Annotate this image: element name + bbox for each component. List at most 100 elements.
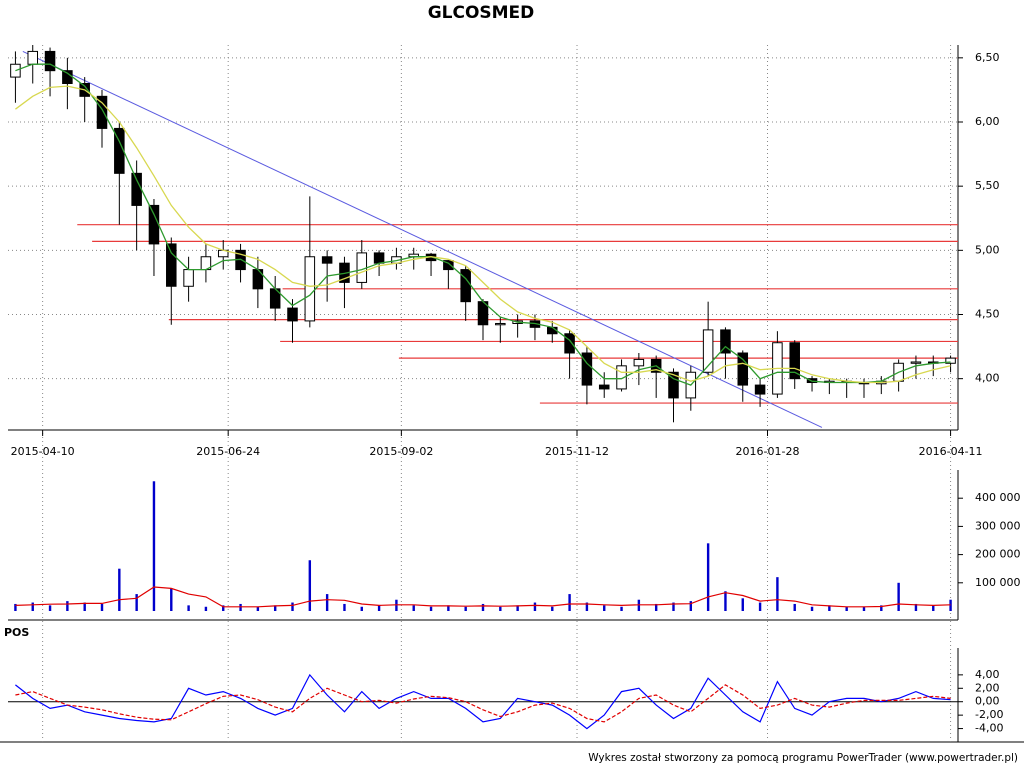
candle-body: [702, 329, 714, 373]
x-tick-label: 2015-06-24: [196, 445, 260, 458]
volume-bar: [810, 606, 814, 611]
candle-body: [495, 322, 506, 326]
volume-bar: [14, 603, 17, 611]
candle-body: [373, 252, 385, 264]
candle-body: [945, 357, 956, 364]
volume-bar: [724, 591, 727, 611]
candle-body: [737, 352, 749, 386]
footer: Wykres został stworzony za pomocą progra…: [588, 752, 1018, 764]
x-tick-label: 2015-11-12: [545, 445, 609, 458]
volume-bar: [204, 606, 208, 611]
volume-average: [15, 586, 951, 608]
x-tick-label: 2015-04-10: [11, 445, 75, 458]
volume-bar: [741, 598, 744, 611]
candle-body: [287, 307, 298, 322]
y-tick-label: 6,50: [975, 51, 1000, 64]
y-tick-label: 5,50: [975, 179, 1000, 192]
chart-title: GLCOSMED: [428, 3, 535, 23]
y-tick-label: 100 000: [975, 576, 1021, 589]
y-tick-label: -2,00: [975, 708, 1003, 721]
candle-body: [183, 269, 194, 287]
volume-bar: [551, 606, 554, 611]
x-tick-label: 2015-09-02: [369, 445, 433, 458]
volume-bar: [187, 605, 190, 611]
candle-body: [754, 384, 766, 395]
candle-body: [720, 329, 731, 354]
candle-body: [616, 365, 627, 390]
volume-bar: [412, 605, 415, 611]
volume-bar: [793, 603, 796, 611]
volume-bar: [862, 606, 866, 611]
volume-bar: [377, 605, 381, 611]
volume-bar: [897, 582, 900, 611]
candle-body: [356, 252, 368, 283]
volume-bar: [256, 606, 260, 611]
volume-bar: [776, 577, 779, 611]
candle-body: [910, 361, 922, 364]
volume-bar: [828, 605, 831, 611]
volume-bar: [48, 605, 52, 611]
volume-bar: [152, 481, 156, 611]
volume-bar: [239, 603, 242, 611]
y-tick-label: 6,00: [975, 115, 1000, 128]
volume-bar: [654, 603, 658, 611]
candle-body: [304, 256, 316, 322]
y-tick-label: 400 000: [975, 491, 1021, 504]
candle-body: [460, 269, 471, 303]
x-tick-label: 2016-01-28: [736, 445, 800, 458]
y-tick-label: 300 000: [975, 519, 1021, 532]
y-tick-label: 4,00: [975, 668, 1000, 681]
moving-average: [15, 63, 951, 386]
volume-bar: [83, 602, 86, 611]
volume-bar: [429, 606, 433, 611]
volume-bar: [481, 603, 485, 611]
volume-bar: [447, 605, 450, 611]
candle-body: [166, 243, 177, 287]
volume-bar: [118, 568, 121, 611]
y-tick-label: 200 000: [975, 548, 1021, 561]
volume-bar: [845, 606, 848, 611]
volume-bar: [932, 605, 935, 611]
candle-body: [44, 50, 56, 72]
candle-body: [443, 260, 454, 271]
volume-bar: [758, 602, 762, 611]
candle-body: [27, 50, 39, 65]
volume-bar: [464, 606, 467, 611]
candle-body: [131, 172, 142, 206]
volume-bar: [273, 605, 277, 611]
y-tick-label: 0,00: [975, 695, 1000, 708]
volume-bar: [100, 603, 104, 611]
volume-bar: [291, 602, 294, 611]
volume-bar: [308, 560, 312, 611]
volume-bar: [66, 601, 69, 611]
candle-body: [789, 342, 800, 380]
y-tick-label: 2,00: [975, 681, 1000, 694]
y-tick-label: 5,00: [975, 243, 1000, 256]
volume-bar: [603, 605, 606, 611]
x-tick-label: 2016-04-11: [919, 445, 983, 458]
candle-body: [321, 256, 333, 264]
candle-body: [148, 204, 160, 245]
y-tick-label: 4,50: [975, 308, 1000, 321]
volume-bar: [222, 605, 225, 611]
candle-body: [581, 352, 593, 386]
volume-bar: [516, 605, 519, 611]
candle-body: [668, 371, 679, 399]
volume-bar: [325, 594, 329, 611]
volume-bar: [706, 543, 710, 611]
trendline: [22, 50, 823, 428]
volume-bar: [135, 594, 138, 611]
volume-bar: [360, 606, 363, 611]
volume-bar: [533, 602, 537, 611]
volume-bar: [689, 601, 693, 611]
oscillator-line: [15, 673, 951, 730]
volume-bar: [620, 606, 623, 611]
y-tick-label: -4,00: [975, 722, 1003, 735]
candle-body: [564, 333, 575, 354]
volume-bar: [914, 603, 918, 611]
candle-body: [598, 384, 610, 390]
moving-average: [15, 85, 951, 384]
volume-bar: [170, 588, 173, 611]
volume-bar: [499, 606, 502, 611]
